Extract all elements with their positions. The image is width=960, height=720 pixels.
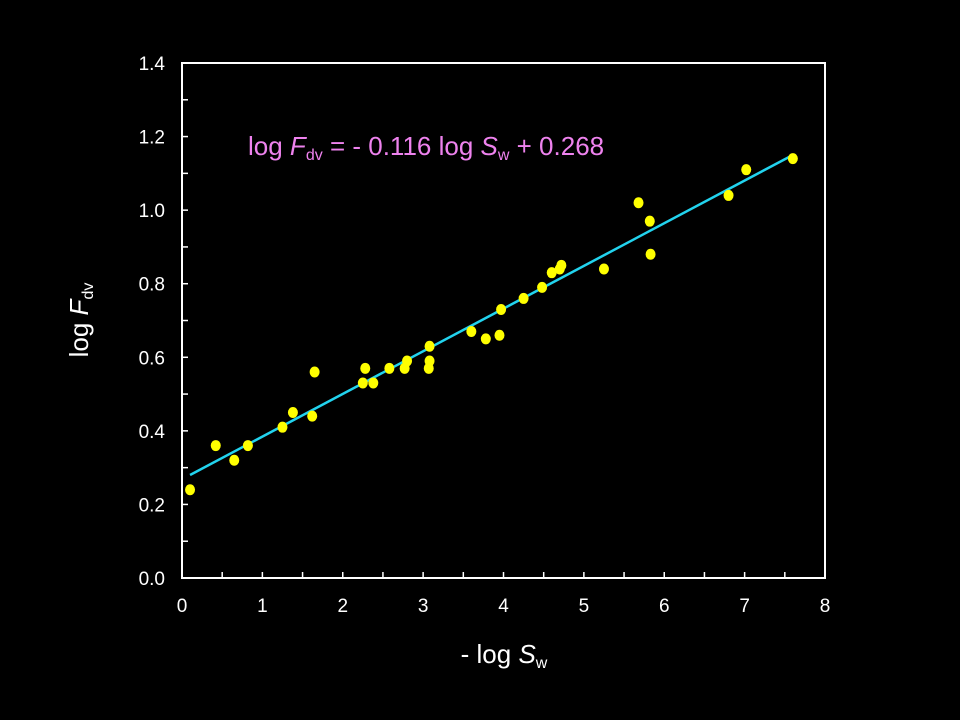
- data-point: [546, 267, 557, 279]
- regression-line-group: [189, 153, 794, 477]
- data-point: [402, 355, 413, 367]
- y-tick-label: 1.0: [139, 201, 165, 222]
- data-points: [185, 153, 798, 496]
- x-tick-label: 7: [739, 596, 750, 617]
- y-tick-label: 0.8: [139, 275, 165, 296]
- data-point: [242, 440, 253, 452]
- data-point: [645, 248, 656, 260]
- x-axis-title: - log Sw: [461, 639, 548, 672]
- data-point: [537, 281, 548, 293]
- y-tick-label: 0.4: [139, 422, 166, 443]
- data-point: [307, 410, 318, 422]
- data-point: [496, 303, 507, 315]
- x-tick-label: 4: [498, 596, 509, 617]
- x-tick-label: 2: [337, 596, 348, 617]
- y-tick-label: 1.2: [139, 128, 165, 149]
- data-point: [229, 454, 240, 466]
- x-tick-labels: 0 1 2 3 4 5 6 7 8: [177, 596, 831, 617]
- data-point: [556, 259, 567, 271]
- data-point: [741, 164, 752, 176]
- x-tick-label: 8: [820, 596, 831, 617]
- data-point: [644, 215, 655, 227]
- regression-line: [189, 153, 794, 477]
- x-tick-label: 0: [177, 596, 188, 617]
- y-tick-label: 0.6: [139, 348, 165, 369]
- data-point: [518, 292, 529, 304]
- data-point: [424, 340, 435, 352]
- data-point: [424, 355, 435, 367]
- data-point: [633, 197, 644, 209]
- y-tick-label: 1.4: [139, 54, 166, 75]
- x-tick-label: 3: [418, 596, 429, 617]
- equation-label: log Fdv = - 0.116 log Sw + 0.268: [248, 131, 604, 164]
- data-point: [309, 366, 320, 378]
- data-point: [598, 263, 609, 275]
- y-tick-label: 0.0: [139, 569, 165, 590]
- y-tick-labels: 0.0 0.2 0.4 0.6 0.8 1.0 1.2 1.4: [139, 54, 166, 590]
- data-point: [277, 421, 288, 433]
- data-point: [287, 406, 298, 418]
- y-tick-label: 0.2: [139, 495, 165, 516]
- x-tick-label: 5: [579, 596, 590, 617]
- data-point: [360, 362, 371, 374]
- data-point: [357, 377, 368, 389]
- data-point: [494, 329, 505, 341]
- y-axis-title: log Fdv: [64, 283, 97, 358]
- data-point: [480, 333, 491, 345]
- data-point: [787, 153, 798, 165]
- data-point: [723, 189, 734, 201]
- data-point: [466, 326, 477, 338]
- minor-ticks: [182, 99, 786, 578]
- data-point: [368, 377, 379, 389]
- data-point: [185, 484, 196, 496]
- data-point: [384, 362, 395, 374]
- x-tick-label: 1: [257, 596, 268, 617]
- x-tick-label: 6: [659, 596, 670, 617]
- data-point: [210, 440, 221, 452]
